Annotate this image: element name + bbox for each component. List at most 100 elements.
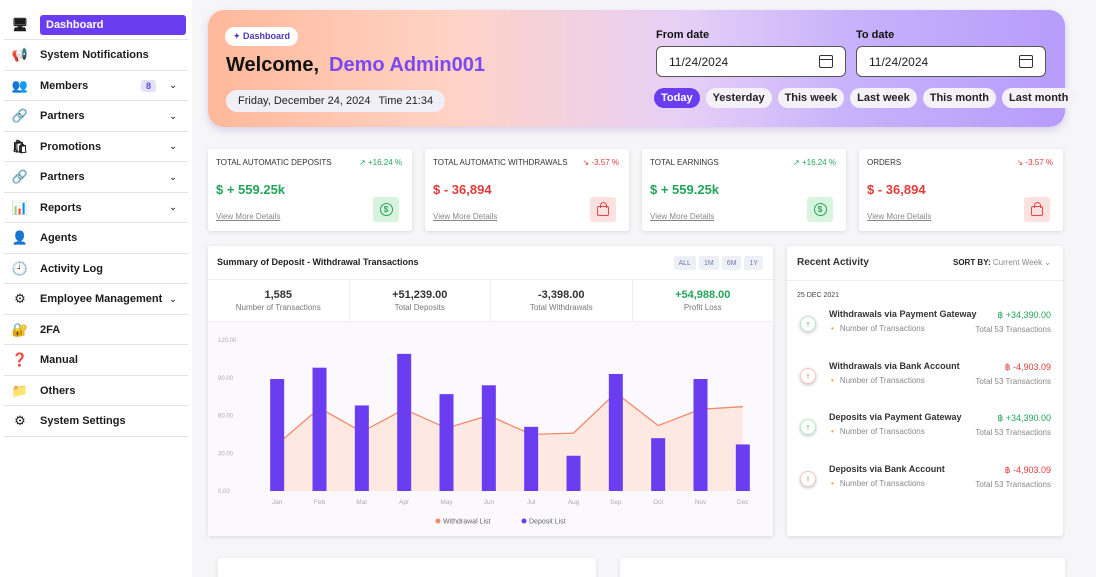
sidebar-item-label: Reports: [40, 201, 82, 214]
range-yesterday-button[interactable]: Yesterday: [705, 88, 772, 108]
user-name: Demo Admin001: [329, 54, 485, 76]
sidebar-item-others[interactable]: 📁 Others: [4, 376, 188, 406]
sidebar-item-system-notifications[interactable]: 📢 System Notifications: [4, 41, 188, 71]
bottom-card-left: [218, 558, 596, 577]
sidebar-item-activity-log[interactable]: 🕘 Activity Log: [4, 254, 188, 284]
calendar-icon[interactable]: [819, 55, 833, 68]
recent-activity-card: Recent Activity SORT BY: Current Week ⌄ …: [787, 246, 1063, 536]
activity-item[interactable]: ↑ Deposits via Bank Account Number of Tran…: [787, 463, 1063, 513]
chevron-down-icon[interactable]: ⌄: [169, 171, 177, 182]
sidebar-item-agents[interactable]: 👤 Agents: [4, 224, 188, 254]
arrow-up-icon: ↑: [800, 316, 816, 332]
period-6m-button[interactable]: 6M: [721, 256, 742, 270]
sidebar-item-2fa[interactable]: 🔐 2FA: [4, 315, 188, 345]
sort-label: SORT BY:: [952, 258, 991, 267]
welcome-banner: ✦ Dashboard Welcome, Demo Admin001 Friday…: [208, 10, 1076, 127]
range-this-week-button[interactable]: This week: [777, 88, 845, 108]
kpi-cell: -3,398.00 Total Withdrawals: [491, 280, 633, 321]
from-date-input[interactable]: 11/24/2024: [656, 46, 846, 77]
activity-log-icon: 🕘: [11, 260, 29, 276]
from-date-label: From date: [656, 29, 710, 41]
chevron-down-icon[interactable]: ⌄: [169, 80, 177, 90]
activity-total: Total 53 Transactions: [975, 325, 1051, 334]
date-range-buttons: Today Yesterday This week Last week This mon…: [654, 88, 1076, 108]
bag-glyph: [597, 202, 609, 216]
calendar-icon[interactable]: [1019, 55, 1033, 68]
deposit-bar-may: [439, 394, 454, 491]
stat-value: $ - 36,894: [867, 182, 926, 197]
activity-amount: ฿ -4,903.09: [1004, 464, 1051, 475]
deposit-bar-feb: [312, 367, 327, 491]
arrow-up-icon: ↑: [800, 419, 816, 435]
sidebar-item-label: Employee Management: [40, 293, 163, 305]
kpi-cell: +54,988.00 Profit Loss: [633, 280, 774, 321]
range-last-month-button[interactable]: Last month: [1002, 88, 1076, 108]
employee-icon: ⚙: [14, 291, 26, 306]
period-1m-button[interactable]: 1M: [698, 256, 719, 270]
stat-value: $ - 36,894: [433, 182, 492, 197]
kpi-cell: +51,239.00 Total Deposits: [350, 280, 491, 321]
chevron-down-icon[interactable]: ⌄: [169, 141, 177, 151]
manual-icon: ❓: [11, 352, 29, 367]
chevron-down-icon[interactable]: ⌄: [169, 110, 177, 121]
from-date-value: 11/24/2024: [669, 54, 729, 69]
activity-name: Deposits via Bank Account: [829, 463, 945, 474]
activity-sub: Number of Transactions: [831, 376, 925, 385]
deposit-bar-mar: [354, 405, 369, 491]
two-factor-icon: 🔐: [11, 321, 29, 337]
view-details-link[interactable]: View More Details: [216, 212, 281, 221]
range-this-month-button[interactable]: This month: [922, 88, 997, 108]
sidebar-item-members[interactable]: 👥 Members 8 ⌄: [4, 71, 188, 101]
activity-day: 25 DEC 2021: [797, 292, 840, 299]
sidebar-item-partners[interactable]: 🔗 Partners ⌄: [4, 163, 188, 193]
sidebar-item-reports[interactable]: 📊 Reports ⌄: [4, 193, 188, 223]
sidebar-item-label: 2FA: [40, 323, 61, 336]
activity-sub: Number of Transactions: [831, 427, 925, 436]
summary-title: Summary of Deposit - Withdrawal Transact…: [217, 257, 419, 267]
deposit-bar-aug: [566, 455, 581, 491]
x-tick-label: Apr: [399, 499, 410, 506]
deposit-bar-jan: [270, 379, 285, 491]
chevron-down-icon[interactable]: ⌄: [169, 202, 177, 212]
to-date-input[interactable]: 11/24/2024: [856, 46, 1046, 77]
withdrawal-area: [277, 392, 743, 491]
sidebar-item-manual[interactable]: ❓ Manual: [4, 346, 188, 376]
sidebar-item-employee-management[interactable]: ⚙ Employee Management ⌄: [4, 285, 188, 315]
sidebar-item-dashboard[interactable]: 🖥 Dashboard: [4, 10, 188, 40]
activity-name: Withdrawals via Bank Account: [829, 360, 960, 371]
activity-item[interactable]: ↑ Withdrawals via Bank Account Number of T…: [787, 360, 1063, 410]
sidebar-item-promotions[interactable]: 🛍 Promotions ⌄: [4, 132, 188, 162]
x-tick-label: May: [440, 499, 453, 506]
activity-sub: Number of Transactions: [831, 479, 925, 488]
period-all-button[interactable]: ALL: [673, 256, 696, 270]
sidebar-item-label: Partners: [40, 171, 85, 183]
activity-amount: ฿ +34,390.00: [997, 310, 1051, 320]
period-1y-button[interactable]: 1Y: [744, 256, 763, 270]
view-details-link[interactable]: View More Details: [650, 212, 715, 221]
view-details-link[interactable]: View More Details: [433, 212, 498, 221]
stat-card: TOTAL EARNINGS ↗ +16.24 % $ + 559.25k View …: [642, 149, 846, 231]
sidebar-item-system-settings[interactable]: ⚙ System Settings: [4, 407, 188, 437]
withdrawal-legend-dot: [435, 518, 441, 524]
stat-card: ORDERS ↘ -3.57 % $ - 36,894 View More Detai…: [859, 149, 1063, 231]
sidebar-item-partners[interactable]: 🔗 Partners ⌄: [4, 102, 188, 132]
stat-title: ORDERS: [867, 158, 902, 167]
stat-change: ↗ +16.24 %: [793, 158, 836, 167]
stat-title: TOTAL EARNINGS: [650, 158, 719, 167]
welcome-heading: Welcome, Demo Admin001: [226, 54, 485, 77]
range-today-button[interactable]: Today: [654, 88, 700, 108]
dollar-coin-icon: $: [373, 197, 399, 222]
summary-kpis: 1,585 Number of Transactions +51,239.00 Tot…: [208, 279, 773, 322]
current-time: Time 21:34: [378, 95, 434, 107]
partners-icon: 🔗: [11, 169, 29, 184]
range-last-week-button[interactable]: Last week: [850, 88, 917, 108]
sort-dropdown[interactable]: SORT BY: Current Week ⌄: [953, 258, 1051, 267]
chevron-down-icon[interactable]: ⌄: [169, 293, 177, 304]
sidebar-item-label: System Notifications: [40, 49, 149, 61]
view-details-link[interactable]: View More Details: [867, 212, 932, 221]
activity-item[interactable]: ↑ Deposits via Payment Gateway Number of T…: [787, 411, 1063, 461]
activity-item[interactable]: ↑ Withdrawals via Payment Gateway Number o…: [787, 308, 1063, 358]
y-tick-label: 30.00: [218, 451, 234, 457]
x-tick-label: Jun: [484, 499, 495, 506]
